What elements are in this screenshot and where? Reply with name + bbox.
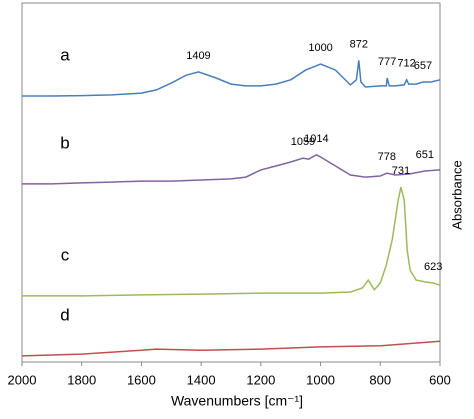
peak-label: 1409 [186,50,210,62]
peak-label: 1014 [304,133,328,145]
x-tick-label: 1800 [67,372,96,387]
spectrum-line [22,187,441,297]
spectrum-line [22,154,441,185]
series-label: d [60,305,69,324]
peak-label: 712 [397,58,415,70]
peak-label: 1059 [291,136,315,148]
plot-frame [21,2,441,363]
peak-label: 1000 [308,42,332,54]
x-tick-label: 1000 [306,372,335,387]
x-axis-label: Wavenumbers [cm⁻¹] [171,393,303,409]
peak-label: 651 [416,149,434,161]
spectrum-line [22,60,441,97]
peak-label: 731 [392,165,410,177]
peak-label: 777 [378,56,396,68]
series-label: b [60,133,69,152]
x-tick-label: 2000 [8,372,37,387]
x-tick-label: 1600 [127,372,156,387]
x-tick-label: 800 [369,372,391,387]
series-label: a [60,45,70,64]
series-label: c [61,245,70,264]
peak-label: 872 [350,38,368,50]
peak-label: 623 [424,261,442,273]
y-axis-label: Absorbance [449,160,464,229]
peak-label: 657 [414,60,432,72]
peak-label: 778 [378,151,396,163]
x-tick-label: 1400 [187,372,216,387]
x-tick-label: 600 [429,372,451,387]
x-tick-label: 1200 [246,372,275,387]
spectrum-line [21,340,441,357]
